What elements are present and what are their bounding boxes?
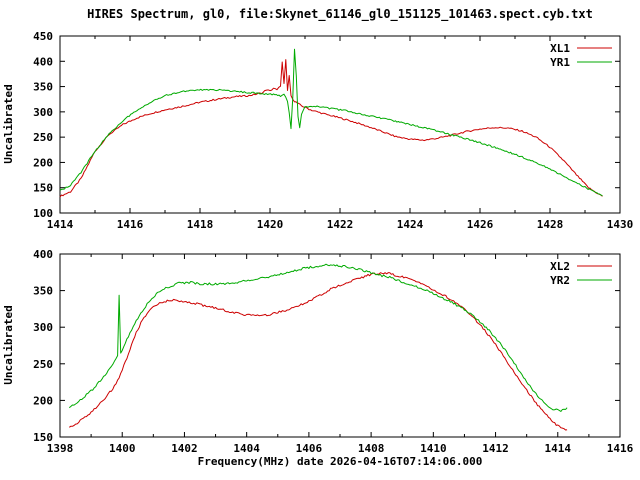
y-tick-label: 150 [33,182,53,195]
x-tick-label: 1406 [296,442,323,455]
y-tick-label: 250 [33,358,53,371]
x-tick-label: 1416 [117,218,144,231]
y-tick-label: 350 [33,285,53,298]
legend-label-XL1: XL1 [550,42,570,55]
x-tick-label: 1420 [257,218,284,231]
x-tick-label: 1414 [47,218,74,231]
series-line-XL1 [59,59,603,198]
x-tick-label: 1410 [420,442,447,455]
x-tick-label: 1422 [327,218,354,231]
series-line-XL2 [69,272,568,431]
y-tick-label: 200 [33,156,53,169]
x-tick-label: 1416 [607,442,634,455]
y-tick-label: 150 [33,431,53,444]
y-tick-label: 350 [33,81,53,94]
x-tick-label: 1408 [358,442,385,455]
y-tick-label: 100 [33,207,53,220]
x-tick-label: 1414 [545,442,572,455]
y-tick-label: 400 [33,248,53,261]
top-plot-ylabel: Uncalibrated [2,84,15,163]
x-tick-label: 1412 [482,442,509,455]
x-tick-label: 1418 [187,218,214,231]
y-tick-label: 250 [33,131,53,144]
x-tick-label: 1426 [467,218,494,231]
legend-label-YR2: YR2 [550,274,570,287]
bottom-plot-ylabel: Uncalibrated [2,305,15,384]
series-line-YR1 [59,48,603,197]
x-tick-label: 1398 [47,442,74,455]
y-tick-label: 300 [33,321,53,334]
y-tick-label: 450 [33,30,53,43]
top-plot: Uncalibrated 1414 1416 1418 1420 1422 1424 142… [2,30,633,231]
x-axis-label: Frequency(MHz) date 2026-04-16T07:14:06.… [198,455,483,468]
x-tick-label: 1402 [171,442,198,455]
legend-label-XL2: XL2 [550,260,570,273]
y-tick-label: 300 [33,106,53,119]
x-tick-label: 1400 [109,442,136,455]
bottom-plot: Uncalibrated 1398 1400 1402 1404 1406 1408 141… [2,248,634,455]
x-tick-label: 1404 [233,442,260,455]
chart-title: HIRES Spectrum, gl0, file:Skynet_61146_g… [87,7,593,22]
x-tick-label: 1424 [397,218,424,231]
x-tick-label: 1428 [537,218,564,231]
x-tick-label: 1430 [607,218,634,231]
y-tick-label: 400 [33,55,53,68]
legend-label-YR1: YR1 [550,56,570,69]
series-line-YR2 [68,263,568,412]
y-tick-label: 200 [33,394,53,407]
